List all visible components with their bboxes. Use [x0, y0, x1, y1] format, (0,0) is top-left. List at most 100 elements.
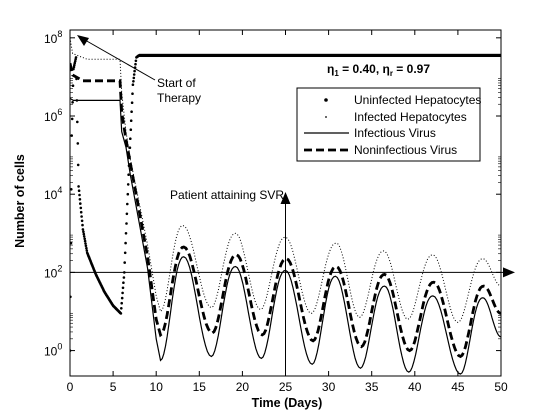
uninfected-point — [78, 198, 82, 201]
series-infected-hepatocytes — [70, 37, 501, 323]
uninfected-point — [82, 230, 85, 233]
uninfected-point — [126, 192, 130, 196]
y-tick-label: 102 — [44, 263, 62, 280]
x-tick-label: 40 — [408, 380, 422, 394]
uninfected-point — [76, 163, 80, 167]
therapy-annotation-line1: Start of — [157, 76, 196, 90]
x-tick-label: 35 — [365, 380, 379, 394]
series-uninfected-hepatocytes — [70, 53, 501, 352]
uninfected-point — [131, 83, 135, 86]
uninfected-point — [123, 261, 126, 264]
uninfected-point — [132, 80, 135, 83]
uninfected-point — [83, 239, 87, 243]
uninfected-point — [73, 60, 77, 63]
uninfected-point — [121, 291, 124, 295]
uninfected-point — [133, 69, 136, 73]
uninfected-point — [126, 183, 130, 186]
series-layer — [70, 37, 501, 375]
uninfected-point — [125, 222, 128, 225]
uninfected-point — [80, 215, 83, 218]
y-tick-label: 104 — [44, 185, 62, 202]
uninfected-point — [130, 110, 133, 113]
x-tick-label: 25 — [279, 380, 293, 394]
uninfected-point — [70, 117, 74, 121]
uninfected-point — [70, 134, 73, 137]
y-axis-label: Number of cells — [13, 154, 27, 248]
x-tick-label: 30 — [322, 380, 336, 394]
x-tick-label: 20 — [236, 380, 250, 394]
svr-annotation: Patient attaining SVR — [170, 188, 284, 202]
legend-label-uninfected-hepatocytes: Uninfected Hepatocytes — [354, 93, 481, 107]
legend-symbol-infected-hepatocytes — [325, 116, 327, 118]
therapy-arrowhead — [77, 35, 89, 46]
uninfected-point — [124, 232, 128, 235]
uninfected-point — [132, 73, 136, 76]
uninfected-point — [70, 241, 73, 245]
uninfected-point — [131, 92, 134, 95]
uninfected-point — [76, 120, 79, 124]
svr-arrowhead — [280, 192, 291, 204]
x-tick-label: 10 — [150, 380, 164, 394]
x-tick-label: 50 — [494, 380, 508, 394]
uninfected-point — [119, 312, 123, 315]
uninfected-point — [124, 241, 127, 245]
uninfected-point — [122, 281, 125, 285]
y-tick-label: 100 — [44, 342, 62, 359]
x-tick-label: 5 — [110, 380, 117, 394]
uninfected-point — [85, 246, 88, 250]
uninfected-point — [84, 244, 88, 248]
uninfected-point — [78, 193, 81, 197]
uninfected-point — [120, 296, 124, 300]
x-tick-label: 0 — [67, 380, 74, 394]
legend-label-noninfectious-virus: Noninfectious Virus — [354, 143, 457, 157]
legend-symbol-uninfected-hepatocytes — [324, 98, 328, 102]
uninfected-point — [126, 202, 129, 206]
uninfected-point — [122, 276, 126, 279]
uninfected-point — [120, 307, 123, 310]
uninfected-point — [128, 146, 132, 149]
uninfected-point — [123, 251, 127, 255]
uninfected-point — [72, 67, 75, 71]
uninfected-plateau — [138, 53, 501, 58]
uninfected-point — [82, 235, 86, 238]
uninfected-point — [84, 242, 87, 245]
uninfected-point — [73, 63, 76, 67]
uninfected-point — [75, 99, 79, 102]
uninfected-point — [134, 59, 138, 63]
uninfected-point — [82, 232, 86, 236]
x-axis-label: Time (Days) — [252, 396, 323, 410]
x-tick-label: 45 — [451, 380, 465, 394]
uninfected-point — [79, 202, 82, 205]
uninfected-point — [129, 137, 132, 140]
uninfected-point — [75, 77, 78, 81]
uninfected-point — [121, 286, 125, 290]
uninfected-point — [128, 155, 131, 158]
uninfected-point — [79, 210, 83, 214]
series-infectious-virus — [70, 97, 501, 375]
uninfected-point — [81, 223, 84, 227]
legend-label-infectious-virus: Infectious Virus — [354, 126, 436, 140]
parameter-annotation: η1 = 0.40, ηr = 0.97 — [327, 62, 430, 78]
therapy-arrow-line — [84, 39, 156, 81]
uninfected-point — [76, 142, 80, 145]
uninfected-point — [127, 173, 130, 176]
y-tick-label: 106 — [44, 107, 62, 124]
x-tick-label: 15 — [193, 380, 207, 394]
uninfected-point — [77, 185, 80, 188]
therapy-annotation-line2: Therapy — [157, 91, 201, 105]
uninfected-point — [127, 164, 131, 167]
uninfected-point — [81, 228, 85, 231]
uninfected-point — [71, 101, 74, 104]
ticks-layer: 0 5 10 15 20 25 30 35 40 45 50 100 102 104 106 108 — [44, 29, 508, 394]
uninfected-point — [77, 189, 81, 192]
uninfected-point — [129, 128, 133, 131]
uninfected-point — [129, 119, 133, 122]
reference-line-arrowhead — [503, 267, 515, 278]
legend: Uninfected Hepatocytes Infected Hepatocy… — [296, 87, 481, 162]
legend-label-infected-hepatocytes: Infected Hepatocytes — [354, 110, 467, 124]
uninfected-point — [85, 249, 89, 252]
uninfected-point — [132, 76, 136, 80]
uninfected-point — [79, 206, 83, 210]
uninfected-point — [134, 62, 137, 66]
